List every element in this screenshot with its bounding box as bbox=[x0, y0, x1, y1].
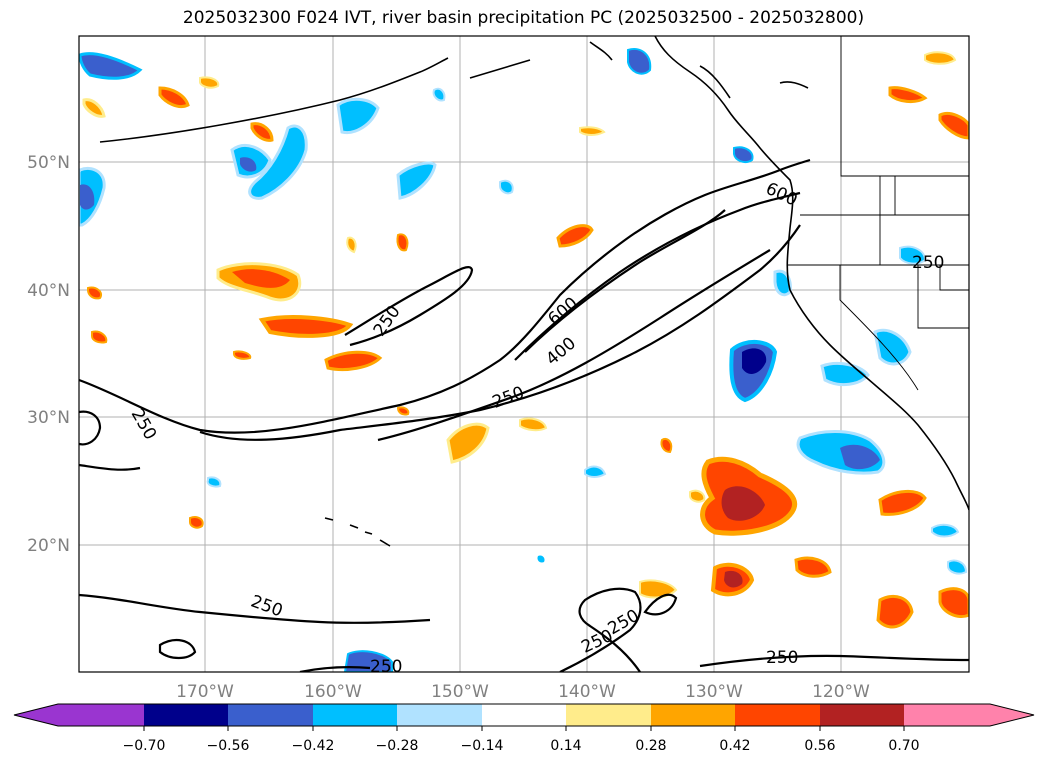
lat-label: 20°N bbox=[27, 536, 70, 556]
precip-pc-shading bbox=[79, 48, 969, 672]
colorbar-tick-label: −0.28 bbox=[376, 738, 419, 754]
colorbar-tick-label: 0.14 bbox=[550, 738, 581, 754]
colorbar-bin bbox=[566, 704, 651, 726]
ivt-contours bbox=[79, 158, 969, 672]
colorbar-tick-label: −0.14 bbox=[461, 738, 504, 754]
colorbar-tick-label: −0.56 bbox=[207, 738, 250, 754]
lat-label: 50°N bbox=[27, 153, 70, 173]
colorbar-tick-label: −0.42 bbox=[292, 738, 335, 754]
lon-label: 120°W bbox=[812, 682, 870, 702]
colorbar-extend-high bbox=[990, 704, 1034, 726]
colorbar-bin bbox=[735, 704, 820, 726]
colorbar-extend-low bbox=[14, 704, 58, 726]
colorbar-bin bbox=[651, 704, 735, 726]
colorbar-tick-label: 0.28 bbox=[635, 738, 666, 754]
political-borders bbox=[788, 36, 969, 391]
longitude-labels: 170°W 160°W 150°W 140°W 130°W 120°W bbox=[176, 682, 870, 702]
lon-label: 130°W bbox=[685, 682, 743, 702]
colorbar-bin bbox=[482, 704, 566, 726]
graticule bbox=[79, 36, 969, 672]
lon-label: 140°W bbox=[558, 682, 616, 702]
colorbar-tick-label: 0.56 bbox=[804, 738, 835, 754]
colorbar-tick-label: 0.42 bbox=[719, 738, 750, 754]
ivt-label: 250 bbox=[912, 253, 944, 273]
colorbar-bin bbox=[144, 704, 228, 726]
colorbar-tick-label: 0.70 bbox=[888, 738, 919, 754]
lon-label: 160°W bbox=[304, 682, 362, 702]
ivt-label: 250 bbox=[766, 648, 798, 668]
coastlines bbox=[99, 36, 969, 547]
ivt-label: 250 bbox=[370, 657, 402, 677]
colorbar-tick-label: −0.70 bbox=[123, 738, 166, 754]
colorbar-ticks bbox=[143, 726, 905, 731]
lat-label: 30°N bbox=[27, 408, 70, 428]
colorbar-bin bbox=[228, 704, 313, 726]
map-title: 2025032300 F024 IVT, river basin precipi… bbox=[182, 8, 865, 28]
map-frame bbox=[78, 35, 970, 673]
colorbar-bin bbox=[313, 704, 397, 726]
lon-label: 170°W bbox=[176, 682, 234, 702]
lon-label: 150°W bbox=[431, 682, 489, 702]
colorbar-outline bbox=[13, 703, 1035, 727]
colorbar-bin bbox=[904, 704, 990, 726]
latitude-labels: 50°N 40°N 30°N 20°N bbox=[27, 153, 70, 556]
colorbar-bin bbox=[58, 704, 144, 726]
lat-label: 40°N bbox=[27, 281, 70, 301]
colorbar: −0.70 −0.56 −0.42 −0.28 −0.14 0.14 0.28 … bbox=[13, 703, 1035, 754]
colorbar-bin bbox=[820, 704, 904, 726]
map-panel bbox=[79, 36, 969, 672]
colorbar-bin bbox=[397, 704, 482, 726]
